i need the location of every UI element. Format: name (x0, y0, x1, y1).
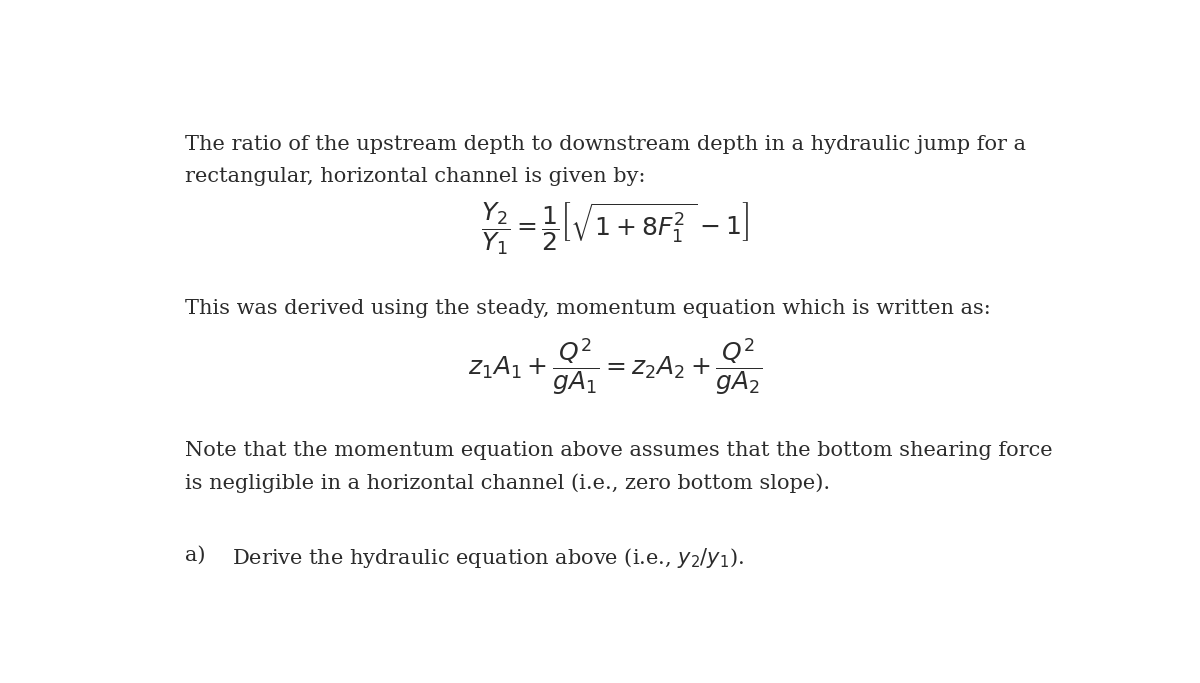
Text: is negligible in a horizontal channel (i.e., zero bottom slope).: is negligible in a horizontal channel (i… (185, 473, 830, 493)
Text: The ratio of the upstream depth to downstream depth in a hydraulic jump for a: The ratio of the upstream depth to downs… (185, 135, 1026, 154)
Text: Derive the hydraulic equation above (i.e., $y_2/y_1$).: Derive the hydraulic equation above (i.e… (232, 546, 744, 570)
Text: $z_1 A_1 + \dfrac{Q^2}{gA_1} = z_2 A_2 + \dfrac{Q^2}{gA_2}$: $z_1 A_1 + \dfrac{Q^2}{gA_1} = z_2 A_2 +… (468, 337, 762, 398)
Text: rectangular, horizontal channel is given by:: rectangular, horizontal channel is given… (185, 167, 646, 186)
Text: a): a) (185, 546, 206, 565)
Text: $\dfrac{Y_2}{Y_1} = \dfrac{1}{2}\left[\sqrt{1 + 8F_1^2\;} - 1\right]$: $\dfrac{Y_2}{Y_1} = \dfrac{1}{2}\left[\s… (481, 201, 749, 257)
Text: This was derived using the steady, momentum equation which is written as:: This was derived using the steady, momen… (185, 298, 991, 318)
Text: Note that the momentum equation above assumes that the bottom shearing force: Note that the momentum equation above as… (185, 441, 1052, 460)
